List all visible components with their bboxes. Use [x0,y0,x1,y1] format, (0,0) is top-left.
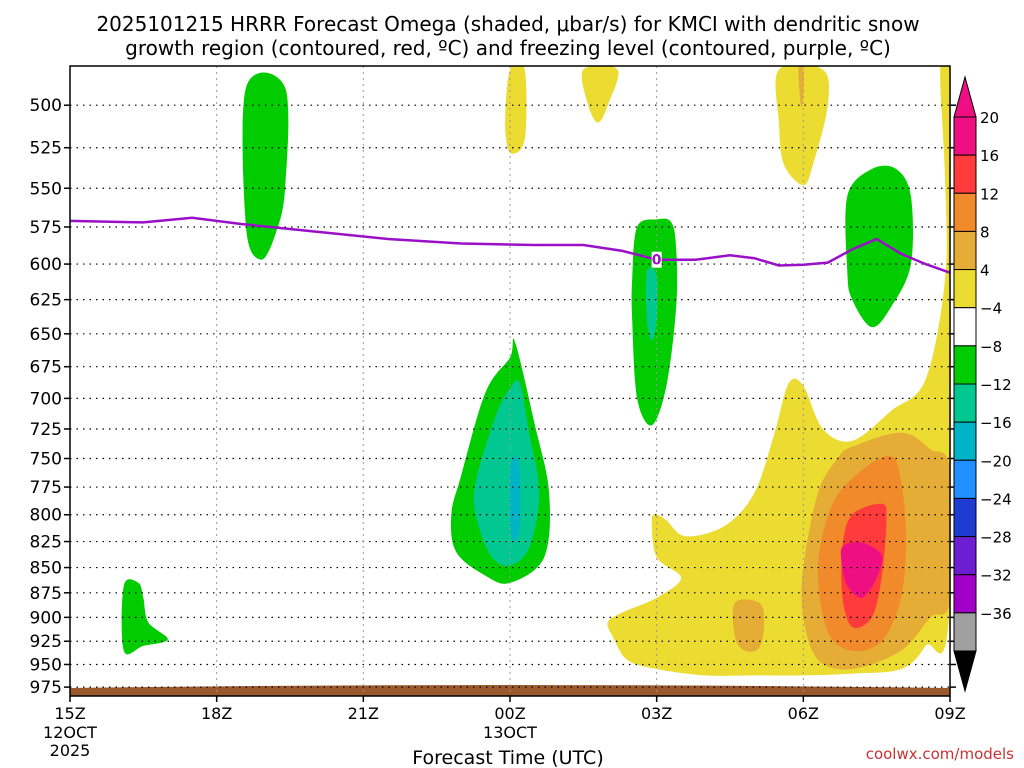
colorbar-label-5: −4 [980,300,1002,318]
omega-region-teal-7 [645,267,658,341]
omega-region-green-8 [845,165,914,328]
y-tick-label-525: 525 [30,139,62,159]
freezing-level-series: 0 [69,216,951,274]
colorbar-label-0: 20 [980,109,999,127]
y-tick-label-675: 675 [30,358,62,378]
omega-region-teal-10 [473,379,540,566]
omega-region-green-0 [242,72,289,260]
y-tick-label-975: 975 [30,678,62,698]
colorbar-swatch-4 [953,269,977,309]
colorbar-label-6: −8 [980,338,1002,356]
y-tick-label-950: 950 [30,655,62,675]
colorbar-swatch-13 [953,612,977,652]
x-tick-label-18Z: 18Z [201,704,232,723]
colorbar-label-13: −36 [980,605,1012,623]
y-tick-label-800: 800 [30,506,62,526]
chart-title-line2: growth region (contoured, red, ºC) and f… [125,36,891,60]
colorbar-swatch-1 [953,154,977,194]
x-tick-date-00Z: 13OCT [483,723,537,742]
y-tick-label-750: 750 [30,450,62,470]
colorbar-top-arrow [953,75,977,118]
colorbar-label-1: 16 [980,147,999,165]
x-tick-label-03Z: 03Z [641,704,672,723]
colorbar-swatch-8 [953,421,977,461]
freezing-level-line [69,216,951,274]
y-tick-label-625: 625 [30,291,62,311]
colorbar-swatch-10 [953,497,977,538]
x-tick-label-00Z: 00Z [494,704,525,723]
omega-region-yellow-2 [505,66,527,154]
colorbar-swatch-2 [953,192,977,232]
colorbar-swatch-11 [953,536,977,576]
omega-region-orange-15 [732,599,765,652]
colorbar-label-2: 12 [980,185,999,203]
colorbar-swatch-0 [953,116,977,156]
y-tick-label-875: 875 [30,584,62,604]
y-tick-label-725: 725 [30,420,62,440]
y-tick-label-700: 700 [30,389,62,409]
x-tick-label-15Z: 15Z [54,704,85,723]
colorbar-label-10: −24 [980,490,1012,508]
y-tick-label-775: 775 [30,478,62,498]
omega-region-yellow-3 [581,66,619,123]
x-axis-label: Forecast Time (UTC) [412,747,603,768]
y-tick-label-900: 900 [30,608,62,628]
colorbar-swatch-7 [953,383,977,423]
x-tick-label-09Z: 09Z [934,704,965,723]
colorbar-swatch-5 [953,307,977,347]
x-tick-date-15Z: 12OCT [43,723,97,742]
x-tick-label-06Z: 06Z [788,704,819,723]
colorbar-label-12: −32 [980,567,1012,585]
omega-region-orange-5 [798,66,804,107]
colorbar-label-9: −20 [980,452,1012,470]
y-tick-label-925: 925 [30,632,62,652]
colorbar-label-7: −12 [980,376,1012,394]
y-tick-label-850: 850 [30,559,62,579]
omega-region-green-12 [121,579,168,655]
colorbar-swatch-9 [953,459,977,499]
y-tick-label-550: 550 [30,179,62,199]
colorbar-bottom-arrow [953,650,977,693]
omega-region-magenta-18 [840,542,883,598]
colorbar-label-3: 8 [980,223,990,241]
credit-text: coolwx.com/models [866,745,1014,763]
colorbar-label-4: 4 [980,262,990,280]
y-tick-label-500: 500 [30,96,62,116]
freezing-label-bg [651,251,662,268]
colorbar: 20 16 12 8 4 −4 −8 −12 −16 −20 −24 −28 −32 −36 [953,75,1012,693]
colorbar-swatch-12 [953,574,977,614]
x-tick-label-21Z: 21Z [348,704,379,723]
omega-shaded-regions [121,66,950,676]
y-axis: 500 525 550 575 600 625 650 675 700 725 750 775 800 8… [30,96,956,698]
omega-region-cyan-11 [509,456,521,542]
y-tick-label-825: 825 [30,533,62,553]
chart-title-line1: 2025101215 HRRR Forecast Omega (shaded, … [96,12,919,36]
y-tick-label-650: 650 [30,325,62,345]
colorbar-swatch-6 [953,345,977,385]
x-tick-year-15Z: 2025 [50,741,91,760]
colorbar-label-8: −16 [980,414,1012,432]
y-tick-label-575: 575 [30,218,62,238]
y-tick-label-600: 600 [30,255,62,275]
colorbar-label-11: −28 [980,529,1012,547]
omega-region-yellow-4 [775,66,830,186]
colorbar-swatch-3 [953,230,977,271]
freezing-level-label: 0 [652,253,662,269]
